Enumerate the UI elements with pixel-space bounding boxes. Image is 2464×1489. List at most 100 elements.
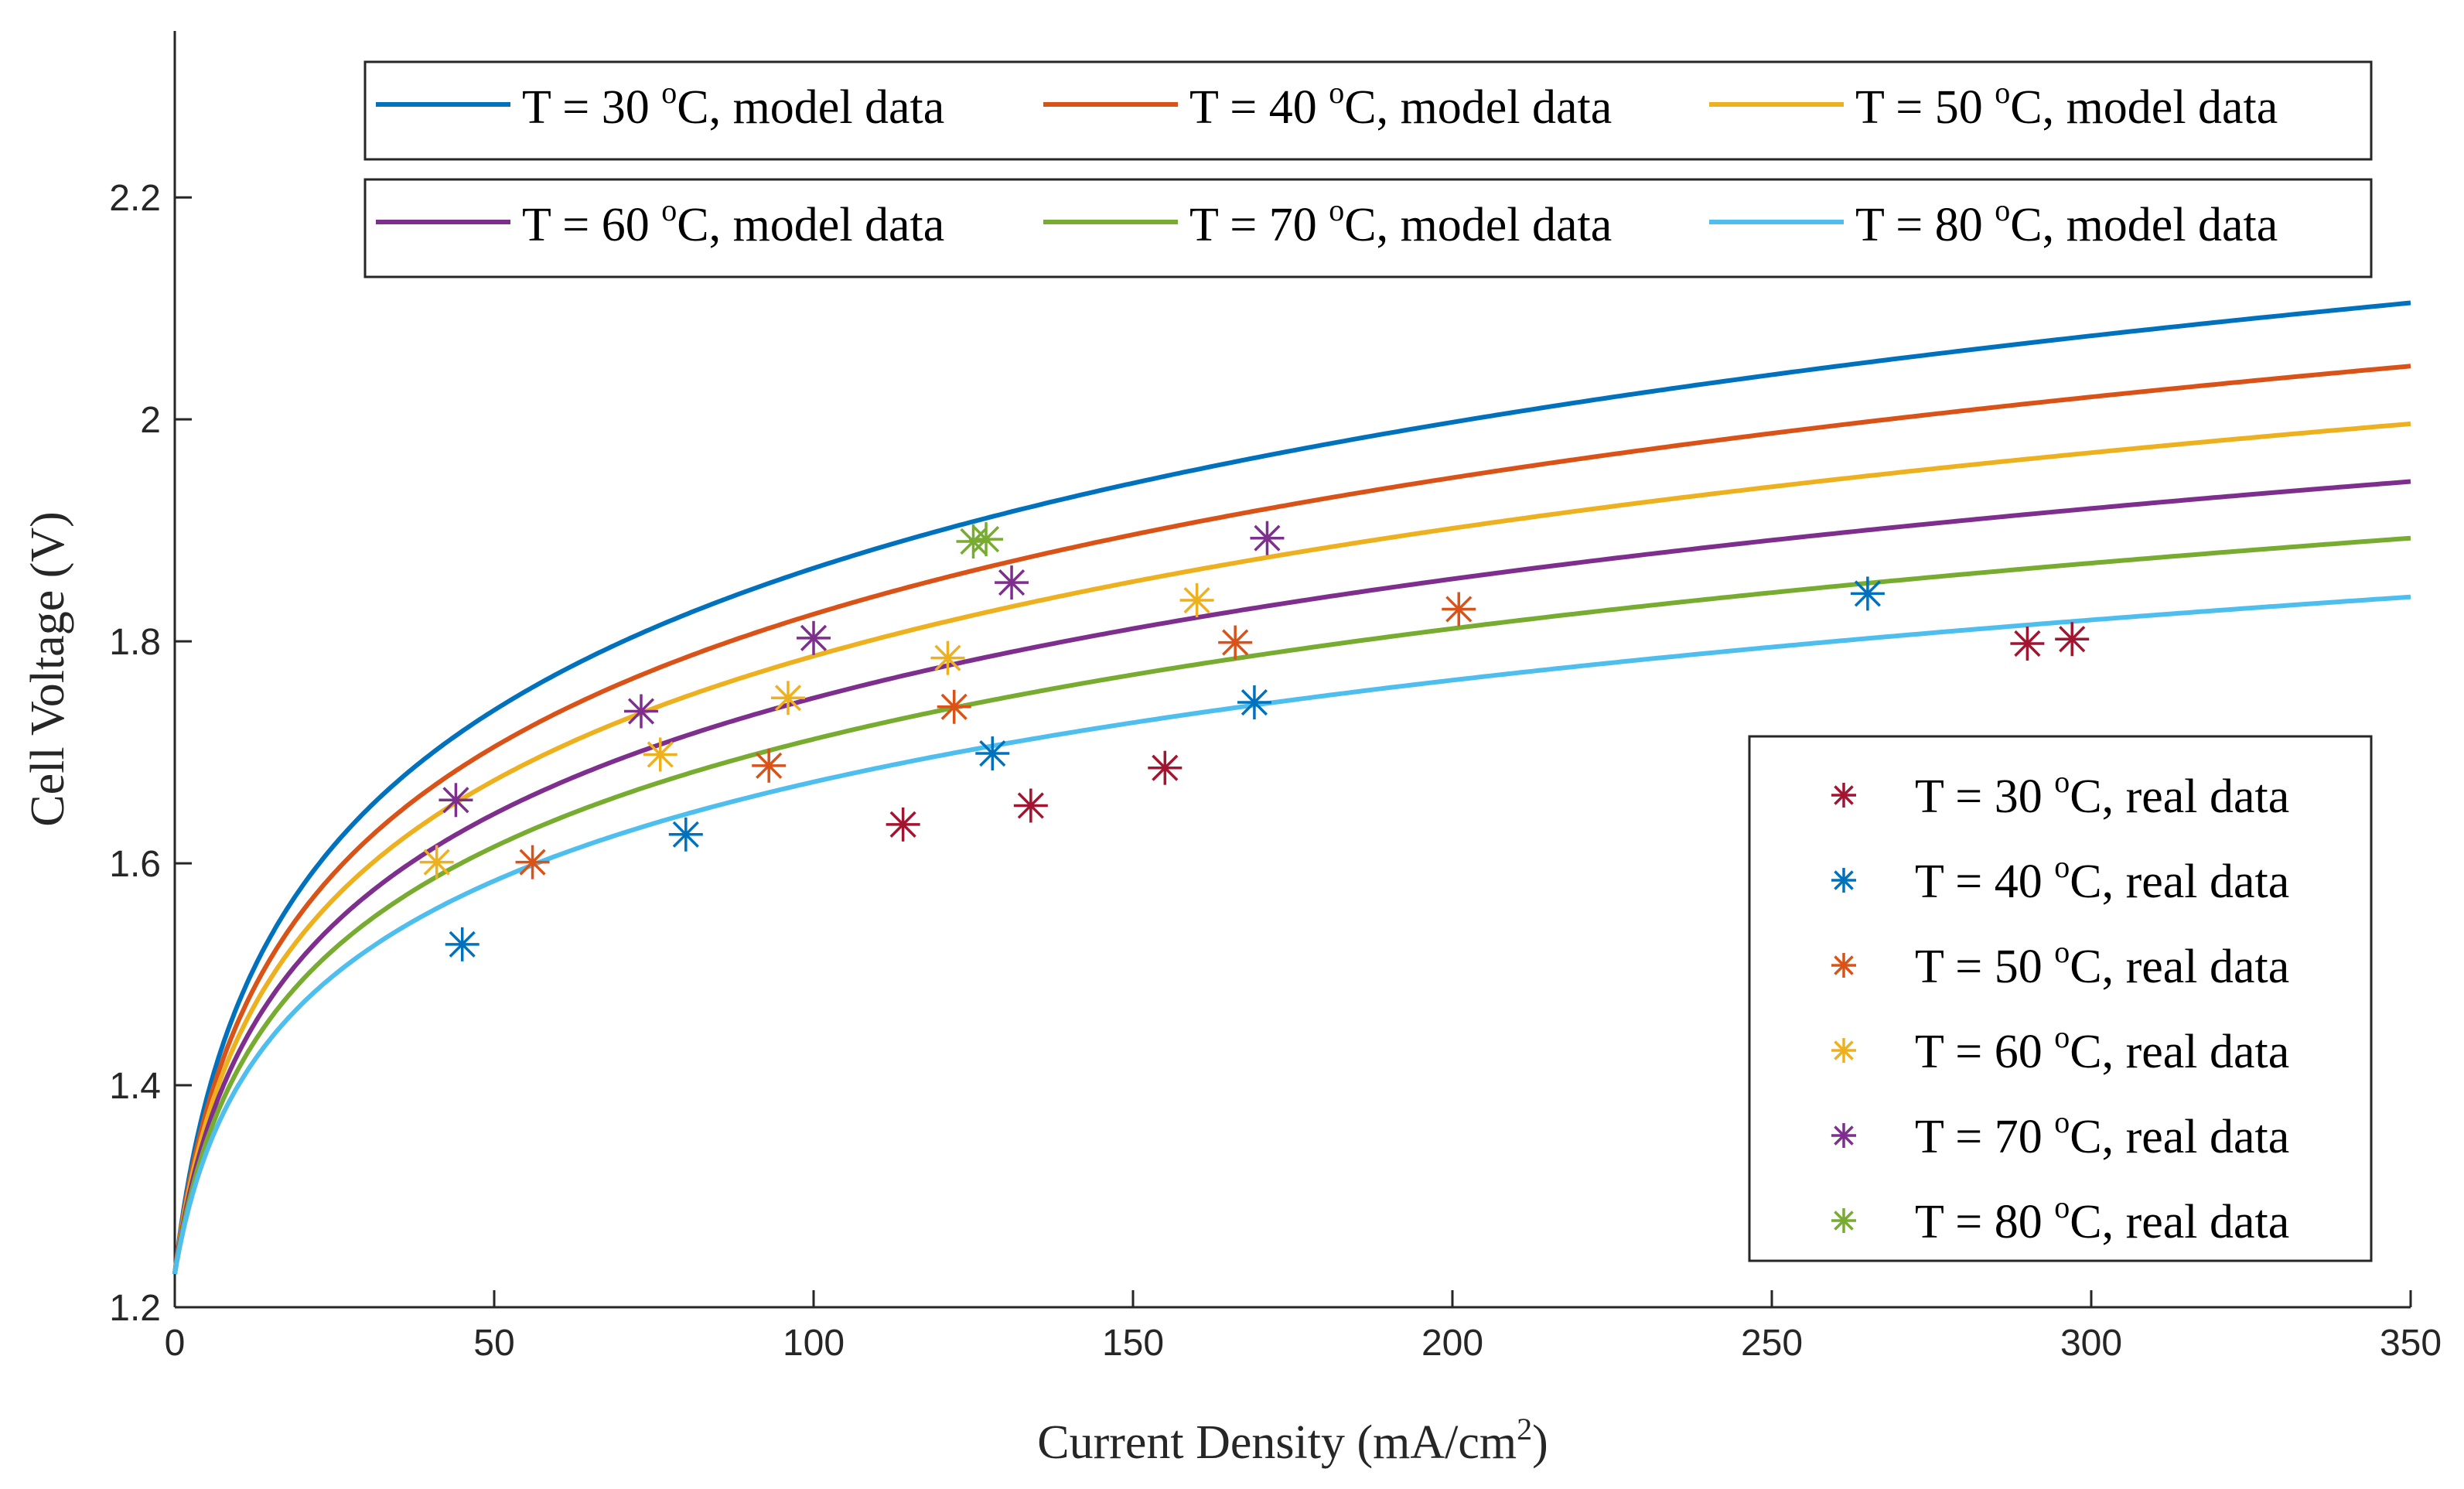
marker-stroke [1854, 580, 1881, 607]
legend-label-tail: C, real data [2070, 1196, 2289, 1248]
legend-entry-label: T = 80 oC, model data [1855, 193, 2278, 251]
legend-entry-label: T = 70 oC, real data [1915, 1105, 2289, 1163]
marker-stroke [1017, 792, 1044, 819]
marker-stroke [519, 849, 546, 876]
model-curve [172, 364, 2411, 1275]
legend-label-sup: o [2054, 1019, 2070, 1054]
data-point-marker [2055, 622, 2090, 657]
legend-marker-swatch [1831, 783, 1856, 808]
data-point-marker [975, 736, 1010, 771]
marker-stroke [800, 624, 828, 651]
legend-label-sup: o [2054, 849, 2070, 884]
data-point-marker [515, 845, 550, 879]
marker-stroke [1254, 524, 1281, 552]
legend-entry-label: T = 40 oC, real data [1915, 849, 2289, 908]
marker-stroke [1834, 1125, 1854, 1146]
data-point-marker [797, 620, 831, 655]
marker-stroke [449, 931, 476, 958]
legend-entry-label: T = 80 oC, real data [1915, 1190, 2289, 1248]
legend-entry-label: T = 70 oC, model data [1189, 193, 1612, 251]
x-axis-title: Current Density (mA/cm2) [1037, 1412, 1548, 1469]
y-tick-label: 1.2 [109, 1288, 161, 1329]
marker-stroke [1183, 586, 1210, 614]
data-point-marker [1218, 625, 1253, 660]
y-tick-label: 2 [140, 400, 161, 441]
legend-label-tail: C, real data [2070, 1026, 2289, 1078]
legend-label-sup: o [2054, 764, 2070, 799]
x-tick-label: 200 [1421, 1323, 1483, 1364]
marker-stroke [934, 644, 961, 671]
legend-marker-swatch [1831, 953, 1856, 978]
x-axis-title-sup: 2 [1517, 1412, 1532, 1446]
legend-label-sup: o [2054, 1105, 2070, 1139]
marker-stroke [1152, 754, 1179, 781]
legend-label-main: T = 80 [1915, 1196, 2054, 1248]
model-legend-box [363, 178, 2373, 278]
marker-stroke [1834, 1040, 1854, 1060]
legend-label-main: T = 30 [522, 81, 661, 134]
marker-stroke [940, 693, 968, 720]
marker-stroke [2059, 626, 2086, 653]
legend-entry-label: T = 30 oC, model data [522, 75, 944, 134]
legend-label-sup: o [1995, 193, 2010, 227]
legend-label-main: T = 40 [1915, 855, 2054, 908]
model-curve [172, 421, 2411, 1275]
marker-stroke [442, 787, 469, 814]
legend-entry-label: T = 60 oC, model data [522, 193, 944, 251]
legend-label-sup: o [2054, 1190, 2070, 1224]
data-point-marker [1013, 788, 1048, 823]
y-tick-label: 2.2 [109, 178, 161, 219]
legend-label-sup: o [2054, 934, 2070, 969]
legend-label-sup: o [1329, 75, 1344, 110]
legend-label-tail: C, model data [2010, 199, 2278, 251]
marker-stroke [647, 741, 674, 768]
data-point-marker [643, 737, 677, 772]
data-point-marker [752, 748, 787, 783]
data-point-marker [623, 694, 658, 729]
legend-label-sup: o [1329, 193, 1344, 227]
legend-label-main: T = 30 [1915, 770, 2054, 823]
legend-label-sup: o [1995, 75, 2010, 110]
legend-entry-label: T = 60 oC, real data [1915, 1019, 2289, 1078]
data-point-marker [1250, 521, 1285, 555]
x-tick-label: 300 [2060, 1323, 2122, 1364]
legend-label-main: T = 50 [1915, 941, 2054, 993]
data-point-marker [770, 681, 805, 715]
marker-stroke [972, 526, 1000, 553]
y-tick-label: 1.8 [109, 622, 161, 663]
data-point-marker [439, 783, 473, 818]
legend-label-main: T = 80 [1855, 199, 1995, 251]
data-point-marker [886, 807, 920, 842]
data-point-marker [1442, 592, 1476, 627]
x-axis-title-tail: ) [1532, 1416, 1548, 1469]
legend-label-tail: C, real data [2070, 770, 2289, 823]
data-point-marker [1179, 583, 1214, 618]
x-tick-label: 50 [473, 1323, 514, 1364]
marker-stroke [2014, 630, 2041, 657]
y-tick-label: 1.4 [109, 1066, 161, 1107]
marker-stroke [979, 739, 1006, 767]
marker-stroke [1222, 629, 1249, 656]
marker-stroke [1445, 596, 1473, 623]
marker-stroke [423, 849, 450, 876]
data-point-marker [930, 640, 965, 675]
legend-marker-swatch [1831, 868, 1856, 893]
legend-label-sup: o [661, 193, 677, 227]
data-point-marker [995, 565, 1029, 600]
marker-stroke [1834, 870, 1854, 890]
legend-label-main: T = 60 [522, 199, 661, 251]
marker-stroke [998, 569, 1026, 596]
marker-stroke [756, 752, 783, 779]
data-point-marker [1148, 750, 1183, 785]
model-curve [172, 479, 2411, 1275]
legend-label-tail: C, model data [2010, 81, 2278, 134]
legend-label-tail: C, model data [677, 199, 944, 251]
legend-label-main: T = 40 [1189, 81, 1329, 134]
x-tick-label: 150 [1102, 1323, 1164, 1364]
real-legend-box [1748, 735, 2373, 1262]
legend-entry-label: T = 50 oC, real data [1915, 934, 2289, 993]
legend-label-tail: C, model data [1344, 199, 1612, 251]
marker-stroke [1834, 1211, 1854, 1231]
legend-marker-swatch [1831, 1038, 1856, 1063]
model-curve [172, 594, 2411, 1275]
